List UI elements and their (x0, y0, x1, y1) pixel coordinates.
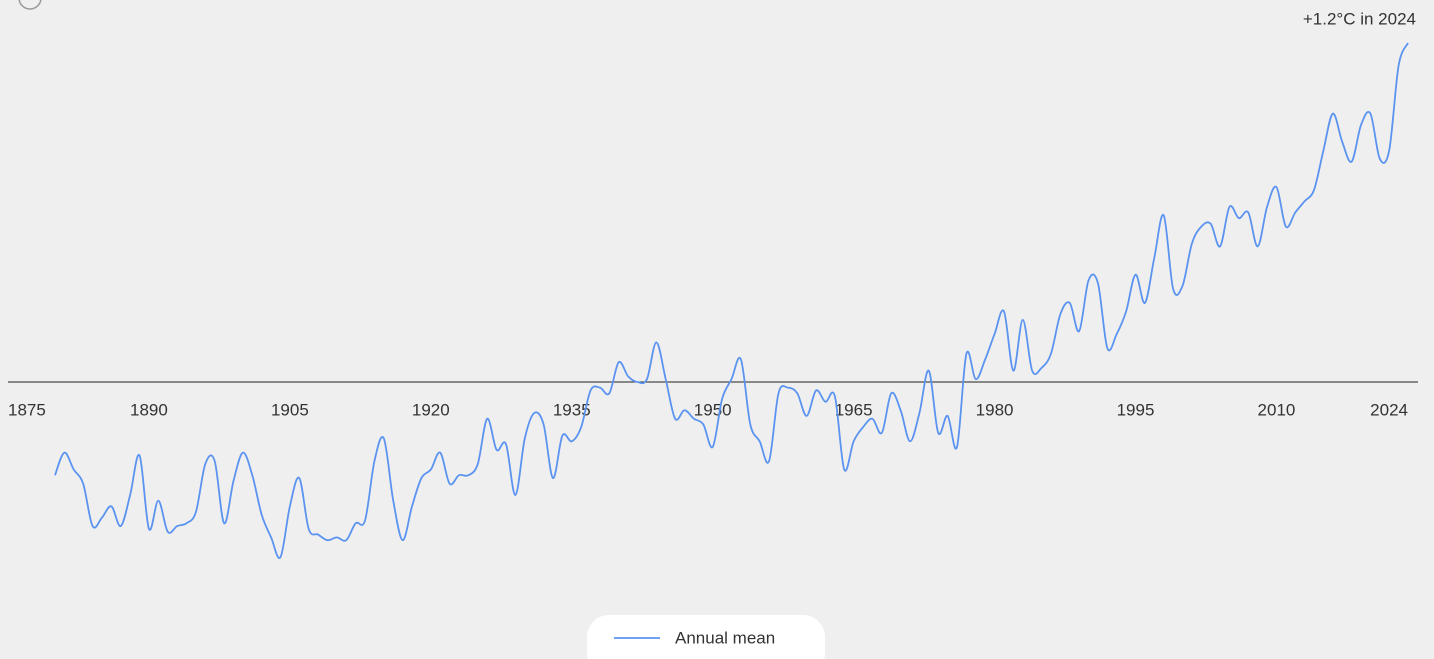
icon (18, 0, 42, 10)
x-tick-label: 1965 (835, 400, 873, 419)
x-tick-label: 1875 (8, 400, 46, 419)
data-line (54, 42, 1409, 559)
annotation: +1.2°C in 2024 (1303, 9, 1416, 28)
x-tick-label: 1905 (271, 400, 309, 419)
x-tick-label: 2010 (1258, 400, 1296, 419)
x-tick-label: 1995 (1117, 400, 1155, 419)
x-tick-label: 1920 (412, 400, 450, 419)
x-tick-label: 1935 (553, 400, 591, 419)
x-tick-label: 1890 (130, 400, 168, 419)
x-tick-label: 2024 (1370, 400, 1408, 419)
x-tick-label: 1980 (976, 400, 1014, 419)
legend-box (587, 615, 825, 659)
legend-label: Annual mean (675, 628, 775, 647)
x-tick-label: 1950 (694, 400, 732, 419)
